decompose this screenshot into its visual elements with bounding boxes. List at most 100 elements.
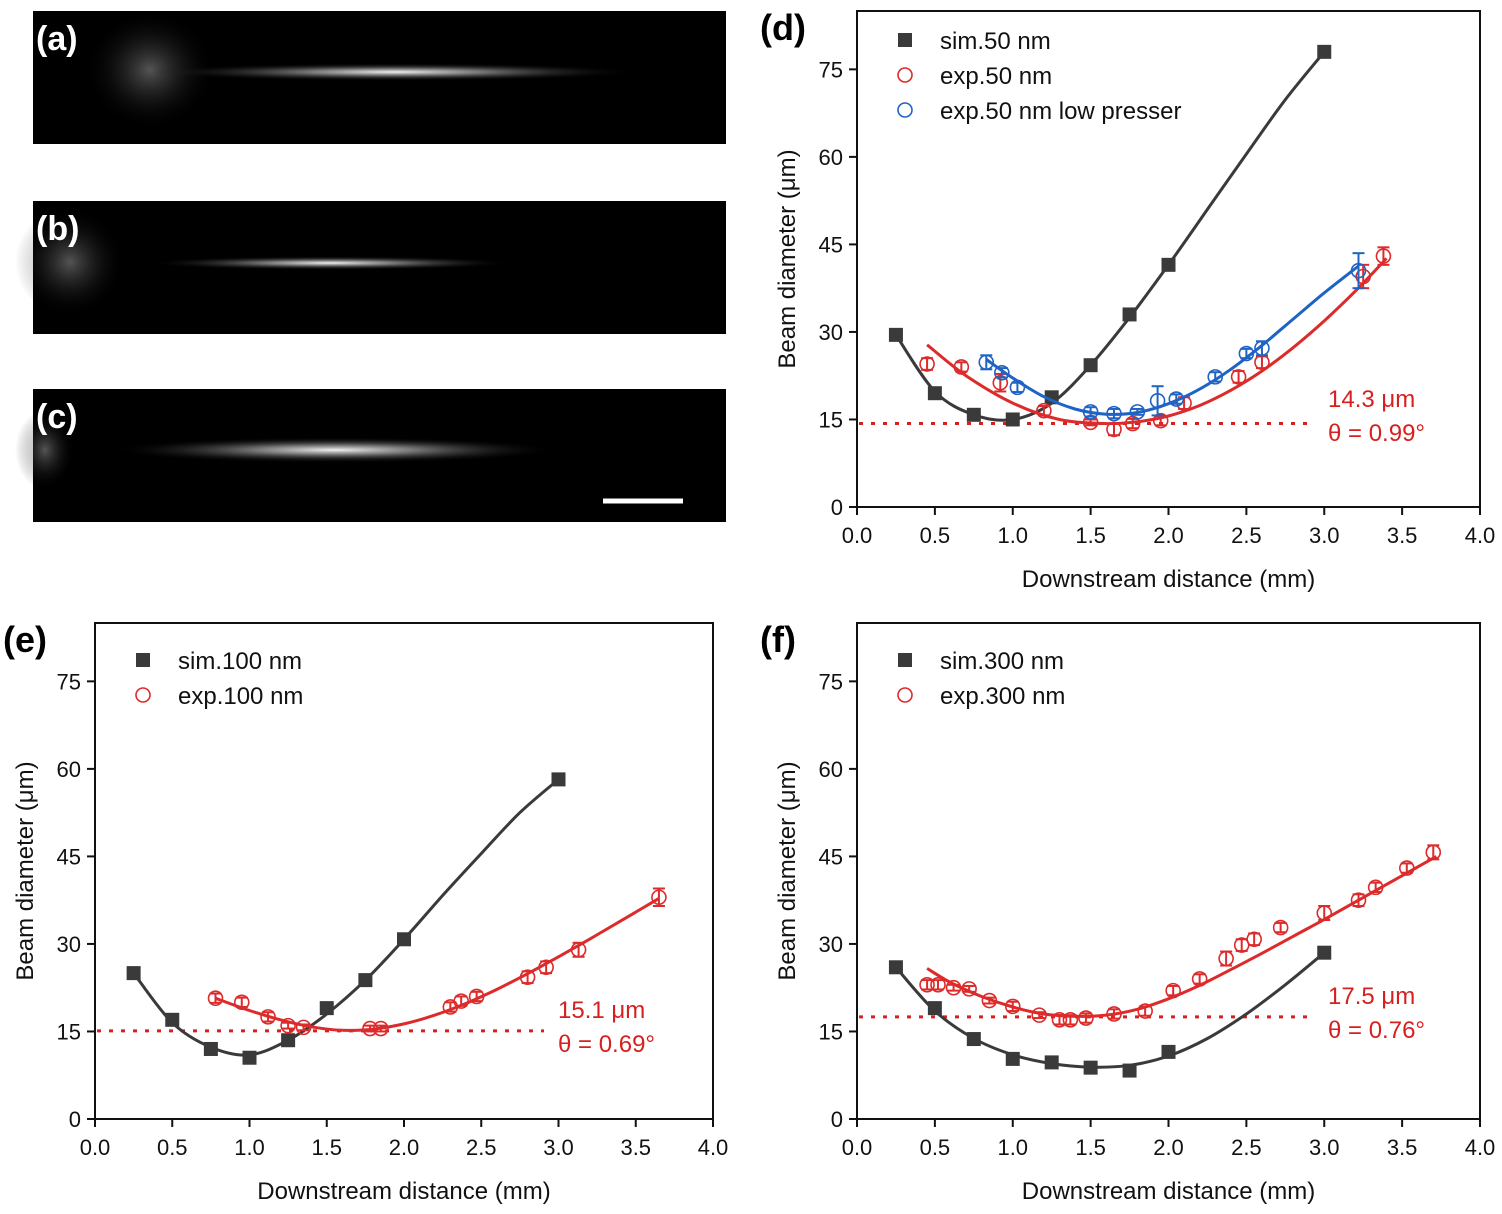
annotation-text: θ = 0.99°: [1328, 420, 1425, 447]
beam-glow-a: [150, 63, 640, 81]
x-tick-label: 1.0: [997, 523, 1028, 548]
series-sim-50-nm: sim.50 nm: [888, 28, 1332, 427]
data-point: [1004, 998, 1021, 1015]
legend-marker: [897, 102, 913, 118]
data-point: [1168, 391, 1185, 407]
x-tick-label: 0.0: [842, 1135, 873, 1160]
y-tick-label: 45: [819, 232, 843, 257]
data-point: [362, 1020, 378, 1037]
data-point: [927, 1001, 942, 1016]
data-point: [1009, 379, 1026, 396]
legend-label: exp.50 nm low presser: [940, 98, 1181, 125]
y-tick-label: 75: [819, 669, 843, 694]
y-tick-label: 30: [819, 320, 843, 345]
data-point: [1165, 982, 1181, 999]
y-tick-label: 45: [819, 844, 843, 869]
image-label-a: (a): [36, 20, 78, 58]
panel-label: (e): [3, 619, 47, 660]
x-tick-label: 0.5: [920, 1135, 951, 1160]
data-point: [260, 1009, 276, 1025]
y-tick-label: 0: [69, 1107, 81, 1132]
x-tick-label: 4.0: [1465, 523, 1496, 548]
x-tick-label: 4.0: [1465, 1135, 1496, 1160]
legend-marker: [135, 687, 151, 703]
image-label-b: (b): [36, 210, 79, 248]
data-point: [966, 1032, 981, 1047]
data-point: [966, 407, 981, 422]
legend-label: sim.300 nm: [940, 648, 1064, 675]
x-tick-label: 3.5: [620, 1135, 651, 1160]
x-tick-label: 1.5: [311, 1135, 342, 1160]
y-tick-label: 60: [819, 145, 843, 170]
series-sim-300-nm: sim.300 nm: [888, 648, 1332, 1078]
fit-curve: [985, 264, 1360, 416]
data-point: [203, 1041, 218, 1056]
data-point: [1350, 262, 1367, 279]
image-panel-c: (c): [15, 389, 726, 522]
x-tick-label: 3.5: [1387, 523, 1418, 548]
y-tick-label: 15: [819, 407, 843, 432]
data-point: [1122, 1063, 1137, 1078]
legend-label: sim.50 nm: [940, 28, 1051, 55]
y-tick-label: 0: [831, 1107, 843, 1132]
data-point: [233, 994, 250, 1011]
data-point: [1005, 1051, 1020, 1066]
data-point: [1191, 971, 1208, 987]
data-point: [570, 941, 587, 958]
data-point: [1152, 412, 1169, 429]
data-point: [1238, 345, 1255, 362]
data-point: [1207, 369, 1224, 385]
data-point: [1044, 1055, 1059, 1070]
x-tick-label: 2.5: [1231, 1135, 1262, 1160]
x-tick-label: 0.0: [80, 1135, 111, 1160]
data-point: [281, 1033, 296, 1048]
data-point: [1272, 919, 1289, 936]
y-tick-label: 30: [819, 932, 843, 957]
data-point: [242, 1050, 257, 1065]
data-point: [1106, 1006, 1122, 1022]
nozzle-noise-a: [85, 10, 215, 130]
y-tick-label: 45: [57, 844, 81, 869]
y-tick-label: 0: [831, 495, 843, 520]
chart-e: (e) 0.0 0.5 1.0 1.5 2.0 2.5 3.0 3.5 4.0 0 15 30 45 60 7…: [3, 619, 728, 1205]
data-point: [1375, 248, 1392, 264]
data-point: [165, 1012, 180, 1027]
data-point: [1083, 358, 1098, 373]
legend-label: exp.50 nm: [940, 63, 1052, 90]
fit-curve: [926, 257, 1388, 426]
x-axis-label: Downstream distance (mm): [1022, 566, 1315, 593]
data-point: [1254, 340, 1270, 357]
y-tick-label: 15: [57, 1019, 81, 1044]
data-point: [1005, 412, 1020, 427]
data-point: [1149, 392, 1166, 409]
data-point: [468, 988, 485, 1005]
x-tick-label: 3.5: [1387, 1135, 1418, 1160]
legend-marker: [898, 653, 912, 667]
data-point: [981, 992, 998, 1009]
data-point: [888, 327, 903, 342]
data-point: [930, 976, 946, 993]
data-point: [358, 973, 373, 988]
annotation-text: 14.3 μm: [1328, 386, 1415, 413]
data-point: [1230, 369, 1247, 385]
series-exp-300-nm: exp.300 nm: [897, 683, 1442, 1028]
image-label-c: (c): [36, 398, 78, 436]
data-point: [1367, 879, 1384, 896]
fit-curve: [132, 778, 560, 1057]
y-tick-label: 30: [57, 932, 81, 957]
data-point: [1129, 404, 1146, 420]
data-point: [1106, 405, 1122, 422]
legend-marker: [136, 653, 150, 667]
x-tick-label: 1.0: [234, 1135, 265, 1160]
panel-label: (d): [760, 7, 806, 48]
data-point: [994, 364, 1010, 381]
x-tick-label: 1.0: [997, 1135, 1028, 1160]
y-tick-label: 75: [819, 57, 843, 82]
nozzle-noise-b: [15, 207, 125, 317]
series-exp-50-nm-low-presser: exp.50 nm low presser: [897, 98, 1367, 422]
image-panel-b: (b): [15, 201, 726, 334]
data-point: [927, 386, 942, 401]
x-axis-label: Downstream distance (mm): [257, 1178, 550, 1205]
annotation-text: θ = 0.69°: [558, 1031, 655, 1058]
